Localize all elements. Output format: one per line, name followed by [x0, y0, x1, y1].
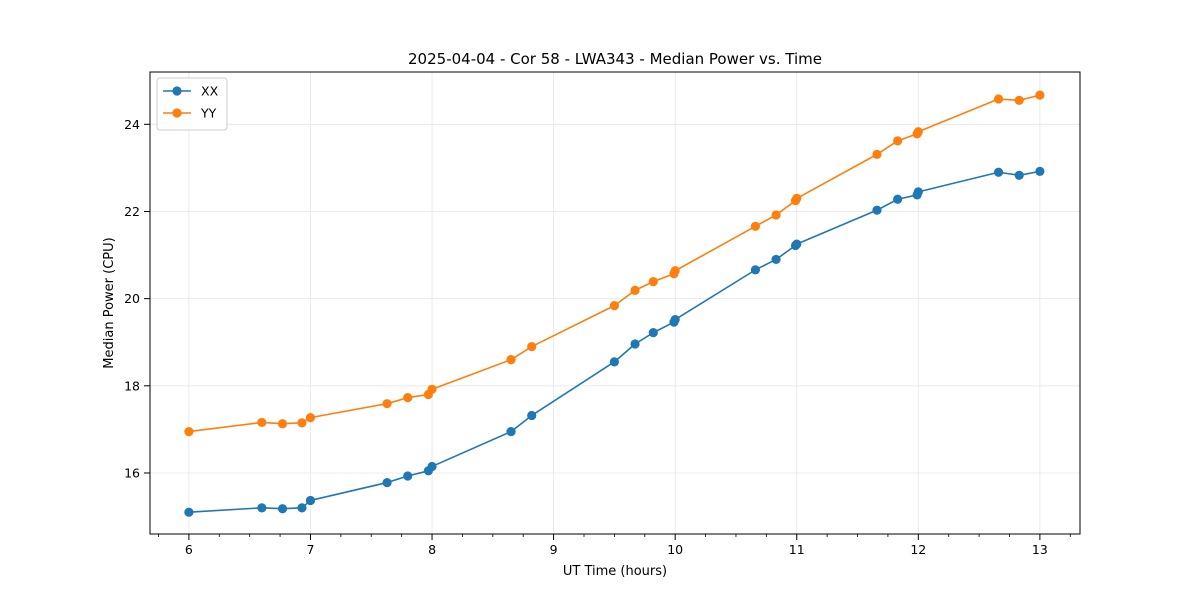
data-point-xx [527, 410, 537, 421]
data-point-yy [506, 355, 516, 365]
plot-frame [149, 71, 1081, 535]
data-point-xx [403, 471, 413, 481]
data-point-yy [277, 419, 288, 429]
data-point-yy [382, 399, 392, 409]
y-tick-label: 20 [124, 291, 140, 306]
data-point-yy [297, 418, 307, 428]
data-point-xx [872, 205, 882, 215]
y-tick-label: 22 [124, 204, 140, 219]
x-tick-label: 6 [185, 542, 193, 557]
data-point-xx [648, 328, 658, 338]
x-axis: 6 7 8 9 10 11 12 13 [158, 534, 1071, 557]
data-point-yy [670, 266, 680, 276]
y-tick-label: 24 [124, 117, 140, 132]
data-point-xx [771, 254, 781, 265]
data-point-xx [993, 167, 1004, 177]
chart-title: 2025-04-04 - Cor 58 - LWA343 - Median Po… [408, 50, 822, 68]
data-point-xx [184, 507, 194, 517]
x-tick-label: 12 [910, 542, 926, 557]
data-point-yy [184, 426, 194, 437]
x-tick-label: 9 [550, 542, 558, 557]
data-point-xx [792, 239, 802, 249]
data-point-yy [750, 221, 761, 231]
grid [150, 72, 1080, 534]
data-point-yy [913, 127, 923, 137]
data-point-xx [305, 495, 316, 506]
data-point-yy [872, 149, 882, 159]
legend: XX YY [156, 77, 228, 131]
data-point-xx [427, 461, 437, 472]
legend-marker-xx [172, 86, 182, 96]
data-point-yy [305, 413, 316, 423]
data-point-xx [913, 187, 923, 197]
data-point-xx [382, 477, 392, 488]
x-axis-label: UT Time (hours) [563, 564, 667, 579]
data-point-xx [506, 426, 516, 437]
data-point-xx [297, 503, 307, 513]
x-tick-label: 8 [428, 542, 436, 557]
data-point-xx [1014, 170, 1024, 180]
y-tick-label: 16 [124, 465, 140, 480]
legend-label-yy: YY [200, 106, 217, 121]
data-point-yy [893, 136, 903, 146]
data-point-xx [1035, 166, 1045, 176]
data-point-yy [527, 341, 537, 352]
data-point-yy [403, 392, 413, 403]
y-axis: 16 18 20 22 24 [124, 117, 150, 480]
series-layer [184, 90, 1045, 517]
data-point-xx [893, 194, 903, 204]
data-point-xx [257, 503, 267, 513]
data-point-xx [670, 314, 680, 325]
legend-label-xx: XX [201, 84, 219, 99]
data-point-yy [427, 384, 437, 394]
data-point-yy [771, 210, 781, 220]
data-point-xx [630, 339, 640, 349]
x-tick-label: 7 [306, 542, 314, 557]
data-point-yy [609, 301, 619, 311]
data-point-xx [609, 357, 619, 367]
data-point-yy [1035, 90, 1045, 100]
x-tick-label: 13 [1032, 542, 1048, 557]
data-point-yy [648, 277, 658, 287]
data-point-yy [1014, 95, 1024, 105]
data-point-yy [257, 417, 267, 428]
data-point-xx [750, 265, 761, 275]
data-point-yy [993, 94, 1004, 104]
x-tick-label: 11 [789, 542, 805, 557]
data-point-yy [630, 285, 640, 295]
y-tick-label: 18 [124, 378, 140, 393]
data-point-yy [792, 193, 802, 203]
data-point-xx [277, 504, 288, 514]
y-axis-label: Median Power (CPU) [102, 237, 117, 368]
x-tick-label: 10 [667, 542, 683, 557]
legend-marker-yy [172, 108, 182, 118]
